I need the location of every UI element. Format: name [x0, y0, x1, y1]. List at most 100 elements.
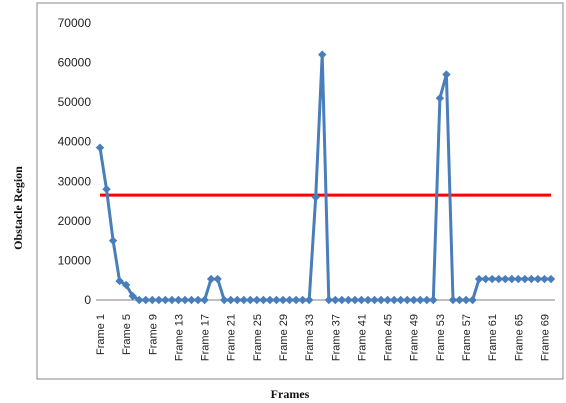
data-point	[252, 295, 262, 305]
x-tick-label: Frame 69	[539, 314, 551, 361]
y-tick-label: 20000	[58, 214, 92, 228]
data-point	[233, 295, 242, 305]
data-point	[389, 295, 399, 305]
x-tick-label: Frame 41	[356, 314, 368, 361]
data-point	[442, 70, 451, 79]
data-point	[357, 295, 366, 305]
data-point	[135, 295, 144, 305]
data-point	[331, 295, 340, 305]
data-point	[324, 295, 333, 305]
data-point	[546, 274, 556, 284]
x-tick-label: Frame 33	[304, 314, 316, 361]
data-point	[206, 274, 216, 284]
data-point	[154, 295, 164, 305]
data-point	[187, 295, 196, 305]
data-point	[259, 295, 268, 305]
data-point	[376, 295, 386, 305]
data-point	[311, 192, 320, 202]
data-point	[435, 93, 445, 103]
x-tick-label: Frame 57	[461, 314, 473, 361]
data-point	[344, 295, 353, 305]
y-tick-label: 70000	[58, 16, 92, 30]
data-point	[468, 295, 477, 305]
data-point	[167, 295, 177, 305]
y-tick-label: 10000	[58, 253, 92, 267]
data-point	[540, 274, 549, 284]
data-point	[363, 295, 373, 305]
data-point	[416, 295, 425, 305]
data-point	[455, 295, 464, 305]
data-point	[396, 295, 405, 305]
data-point	[318, 50, 327, 59]
x-tick-label: Frame 17	[200, 314, 212, 361]
data-point	[200, 295, 209, 305]
y-tick-label: 40000	[58, 135, 92, 149]
data-point	[278, 295, 288, 305]
data-point	[102, 185, 111, 194]
data-point	[95, 143, 105, 152]
data-point	[272, 295, 281, 305]
data-point	[148, 295, 157, 305]
data-point	[180, 295, 190, 305]
data-point	[403, 295, 412, 305]
data-point	[298, 295, 307, 305]
data-point	[461, 295, 471, 305]
x-tick-label: Frame 13	[173, 314, 185, 361]
data-point	[291, 295, 301, 305]
y-axis-ticks: 0 10000 20000 30000 40000 50000 60000 70000	[58, 16, 92, 307]
y-tick-label: 0	[84, 293, 91, 307]
x-tick-label: Frame 65	[513, 314, 525, 361]
x-tick-label: Frame 9	[147, 314, 159, 355]
data-point	[285, 295, 294, 305]
data-point	[337, 295, 347, 305]
data-point	[448, 295, 458, 305]
series-group	[95, 50, 556, 305]
data-point	[128, 291, 137, 301]
x-tick-label: Frame 45	[383, 314, 395, 361]
data-point	[141, 295, 150, 305]
data-point	[501, 274, 510, 284]
data-point	[108, 236, 118, 245]
data-point	[370, 295, 379, 305]
data-point	[422, 295, 432, 305]
data-point	[533, 274, 543, 284]
data-point	[494, 274, 503, 284]
data-point	[226, 295, 235, 305]
x-tick-label: Frame 53	[435, 314, 447, 361]
data-point	[219, 295, 229, 305]
x-tick-label: Frame 25	[252, 314, 264, 361]
data-point	[193, 295, 203, 305]
y-tick-label: 30000	[58, 174, 92, 188]
data-point	[481, 274, 490, 284]
data-point	[121, 280, 131, 290]
x-tick-label: Frame 61	[487, 314, 499, 361]
data-point	[115, 276, 124, 286]
x-tick-label: Frame 5	[121, 314, 133, 355]
x-tick-label: Frame 49	[409, 314, 421, 361]
x-tick-label: Frame 29	[278, 314, 290, 361]
y-tick-label: 60000	[58, 56, 92, 70]
y-tick-label: 50000	[58, 95, 92, 109]
y-axis-title: Obstacle Region	[11, 166, 25, 250]
data-point	[304, 295, 314, 305]
data-point	[213, 274, 222, 284]
data-point	[507, 274, 516, 284]
data-point	[350, 295, 360, 305]
data-point	[429, 295, 438, 305]
x-axis-title: Frames	[271, 387, 310, 401]
data-point	[239, 295, 248, 305]
data-point	[174, 295, 183, 305]
x-tick-label: Frame 1	[95, 314, 107, 355]
data-point	[527, 274, 536, 284]
data-point	[474, 274, 484, 284]
x-tick-label: Frame 37	[330, 314, 342, 361]
data-point	[409, 295, 418, 305]
data-point	[383, 295, 392, 305]
chart-frame	[36, 2, 564, 380]
data-point	[514, 274, 523, 284]
data-point	[487, 274, 497, 284]
x-axis-ticks: Frame 1 Frame 5 Frame 9 Frame 13 Frame 17 Fra…	[95, 314, 551, 361]
data-point	[520, 274, 530, 284]
data-point	[161, 295, 170, 305]
